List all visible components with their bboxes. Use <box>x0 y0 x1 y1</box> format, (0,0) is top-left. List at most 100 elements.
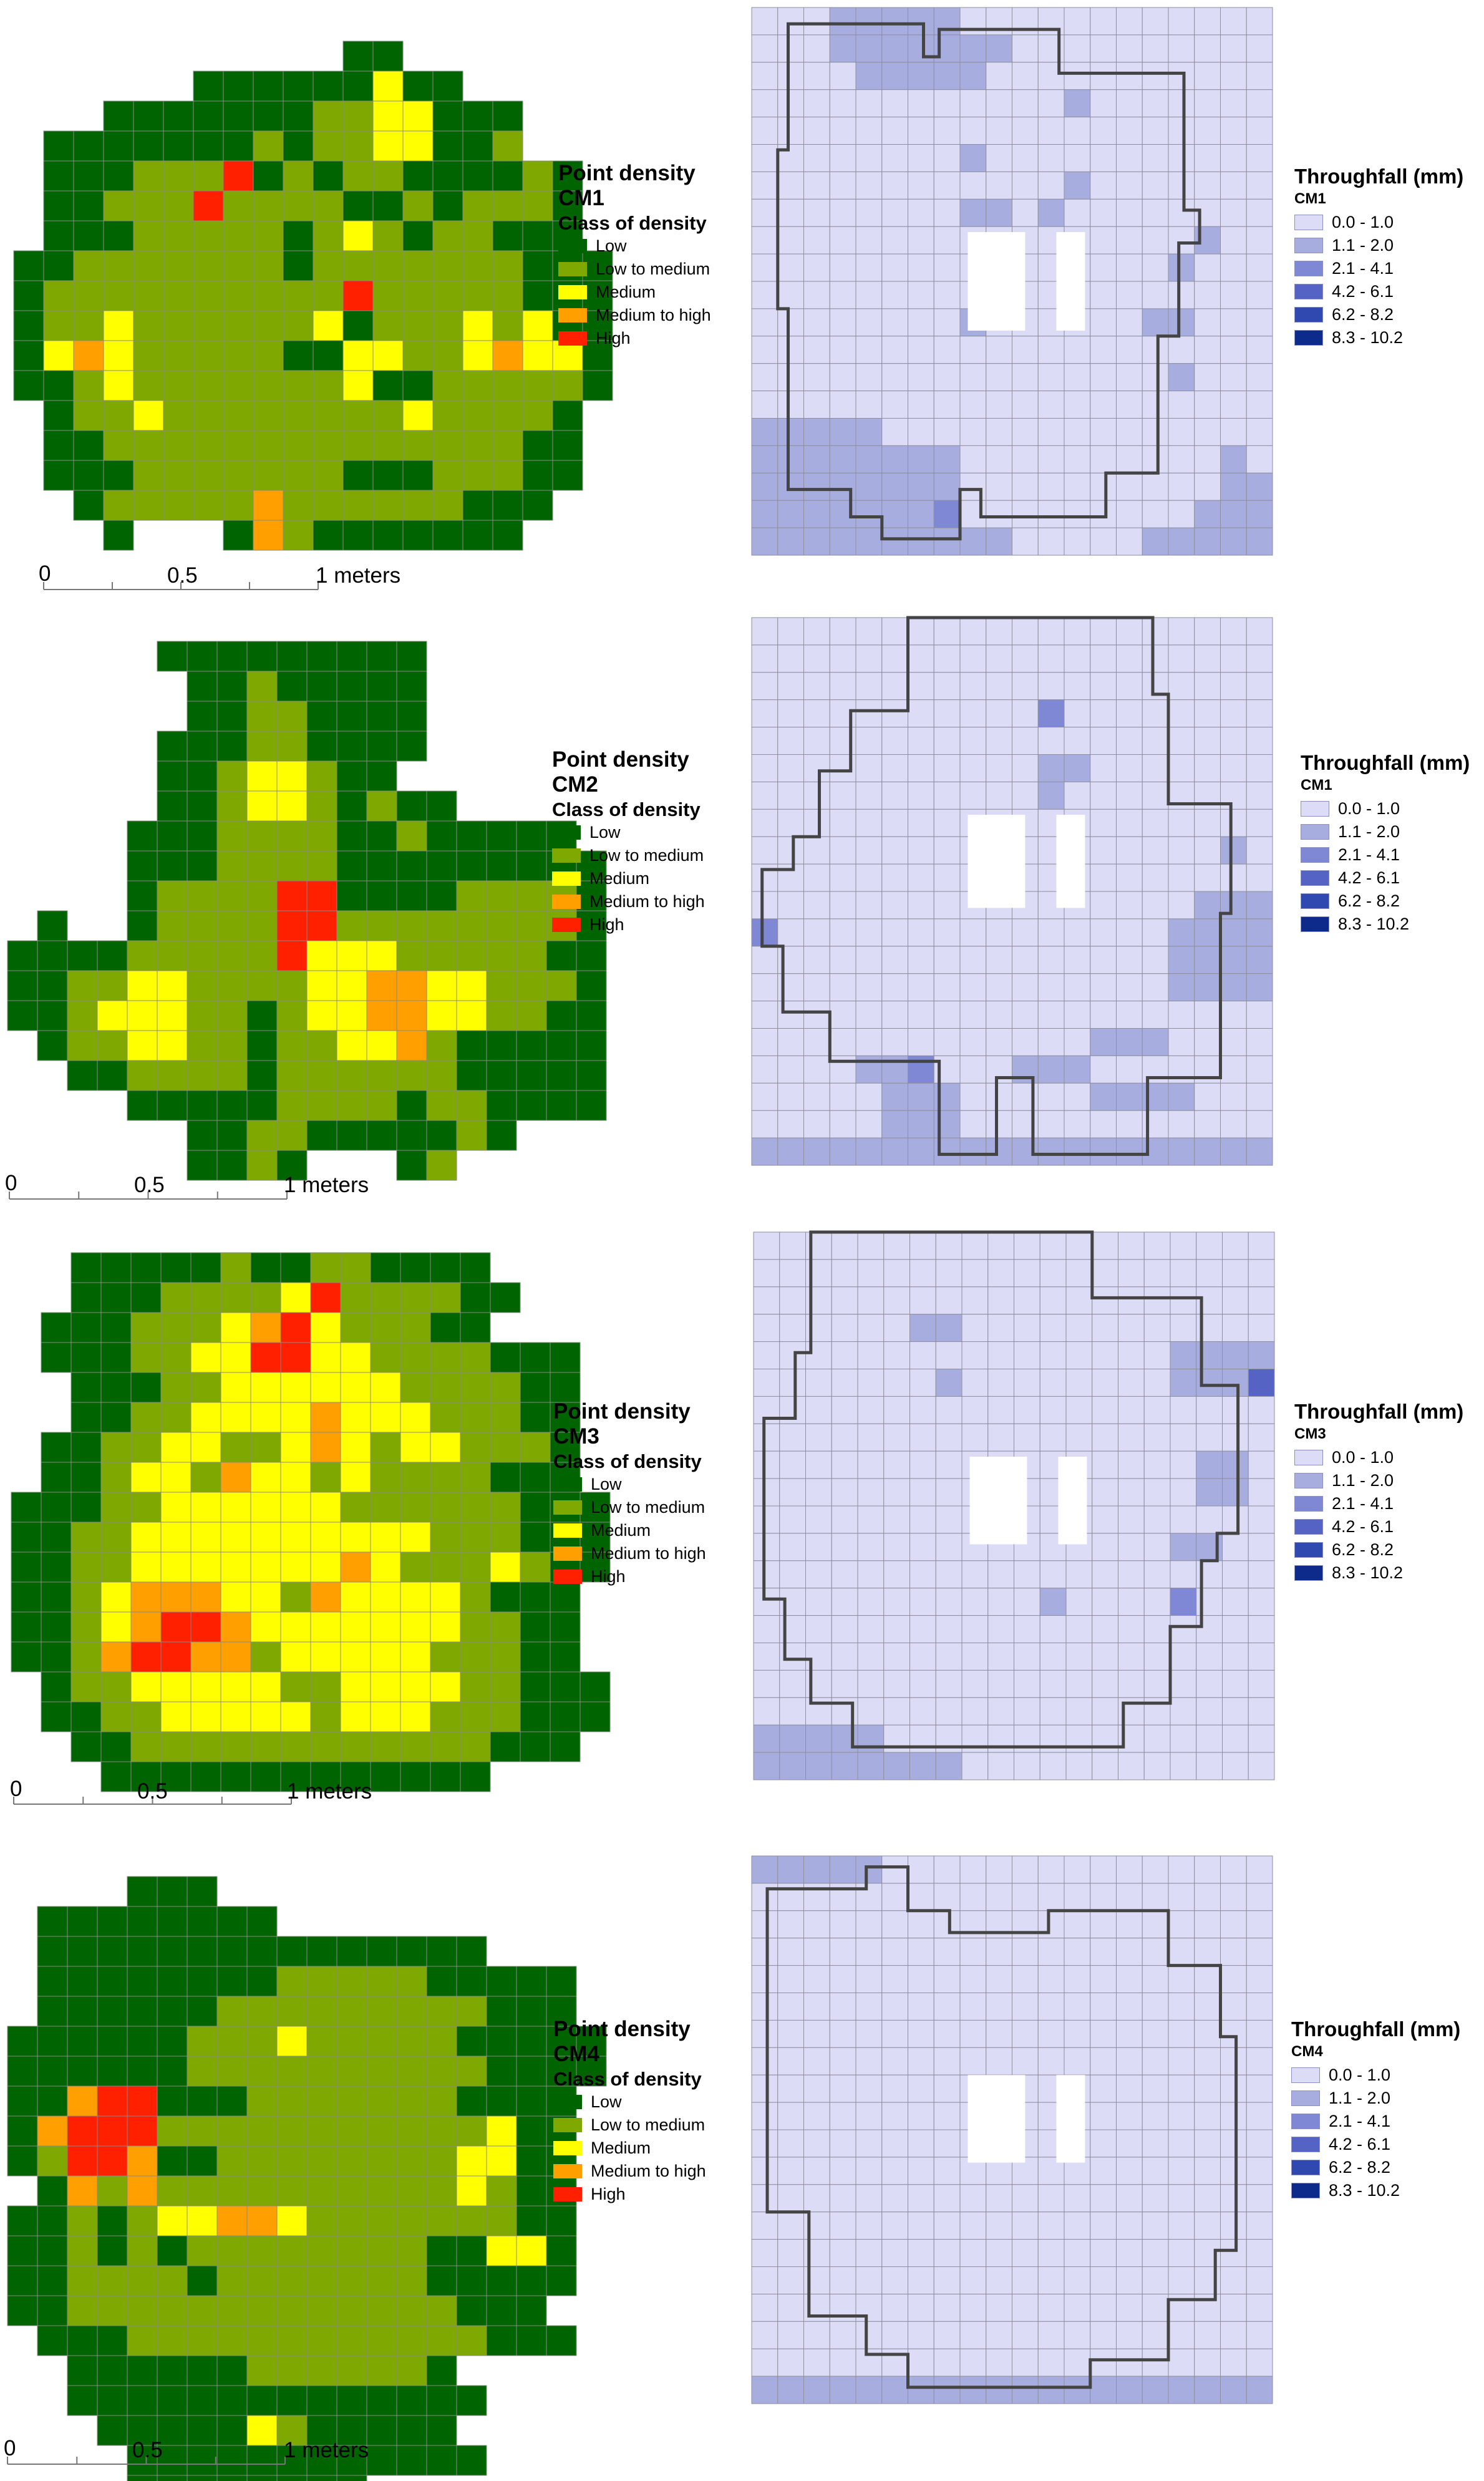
throughfall-legend-panel-label: CM3 <box>1294 1425 1326 1442</box>
density-cell <box>313 70 344 102</box>
throughfall-cell <box>829 2321 856 2349</box>
throughfall-cell <box>1222 1231 1249 1260</box>
throughfall-cell <box>779 1669 806 1698</box>
density-cell <box>396 2085 427 2117</box>
density-cell <box>520 1522 551 1553</box>
throughfall-cell <box>1116 1855 1143 1884</box>
throughfall-cell <box>1170 1669 1197 1698</box>
throughfall-cell <box>1246 781 1273 810</box>
density-cell <box>67 2056 98 2087</box>
throughfall-cell <box>1194 1965 1221 1994</box>
density-cell <box>430 1522 461 1553</box>
density-cell <box>97 2056 128 2087</box>
throughfall-cell <box>857 1341 885 1370</box>
density-cell <box>276 2145 308 2177</box>
density-cell <box>456 2325 487 2356</box>
density-cell <box>396 671 427 702</box>
throughfall-cell <box>881 1965 908 1994</box>
throughfall-swatch <box>1291 2182 1320 2198</box>
throughfall-cell <box>1116 2019 1143 2048</box>
throughfall-cell <box>933 500 961 528</box>
throughfall-cell <box>881 891 908 920</box>
density-cell <box>366 701 397 732</box>
throughfall-cell <box>1012 2376 1039 2404</box>
density-cell <box>43 280 74 311</box>
throughfall-cell <box>829 226 856 255</box>
throughfall-cell <box>935 1669 963 1698</box>
throughfall-cell <box>1090 2376 1117 2404</box>
throughfall-cell <box>1090 2102 1117 2130</box>
density-cell <box>306 2475 337 2481</box>
density-cell <box>276 2475 308 2481</box>
scale-label-half: 0.5 <box>132 2438 163 2462</box>
density-cell <box>157 2115 188 2147</box>
throughfall-cell <box>1168 918 1195 947</box>
density-cell <box>552 400 583 431</box>
throughfall-cell <box>1142 1910 1169 1939</box>
throughfall-cell <box>1246 1965 1273 1994</box>
throughfall-cell <box>751 2047 778 2076</box>
density-cell <box>246 2026 278 2057</box>
density-cell <box>366 2056 397 2087</box>
throughfall-cell <box>1168 2047 1195 2076</box>
throughfall-cell <box>855 198 883 227</box>
throughfall-cell <box>1064 1001 1091 1029</box>
throughfall-cell <box>1064 1082 1091 1111</box>
throughfall-cell <box>881 2239 908 2268</box>
throughfall-cell <box>935 1396 963 1424</box>
throughfall-cell <box>1037 699 1065 728</box>
density-cell <box>220 1312 251 1343</box>
throughfall-legend-title: Throughfall (mm) <box>1294 1400 1464 1423</box>
density-cell <box>313 340 344 371</box>
density-cell <box>340 1731 371 1762</box>
throughfall-cell <box>1090 699 1117 728</box>
throughfall-cell <box>829 34 856 63</box>
throughfall-cell <box>1143 1669 1171 1698</box>
throughfall-cell <box>881 2184 908 2213</box>
throughfall-cell <box>1220 281 1247 309</box>
throughfall-cell <box>1090 1055 1117 1084</box>
throughfall-cell <box>1246 2348 1273 2377</box>
density-cell <box>396 1060 427 1091</box>
throughfall-cell <box>1039 1314 1067 1342</box>
throughfall-cell <box>959 445 987 473</box>
density-cell <box>7 2265 38 2296</box>
throughfall-cell <box>961 1615 989 1644</box>
throughfall-cell <box>1194 1855 1221 1884</box>
throughfall-cell <box>1194 2348 1221 2377</box>
throughfall-cell <box>1090 918 1117 947</box>
throughfall-cell <box>829 918 856 947</box>
density-cell <box>336 2115 367 2147</box>
density-cell <box>522 310 553 341</box>
density-cell <box>216 1090 248 1121</box>
throughfall-cell <box>881 2321 908 2349</box>
throughfall-cell <box>935 1615 963 1644</box>
density-cell <box>190 1252 221 1283</box>
throughfall-cell <box>1037 2266 1065 2294</box>
throughfall-cell <box>908 699 934 728</box>
density-cell <box>37 2295 68 2326</box>
throughfall-cell <box>751 808 778 837</box>
throughfall-cell <box>1220 472 1247 501</box>
throughfall-class-label: 2.1 - 4.1 <box>1329 2111 1391 2130</box>
throughfall-cell <box>1196 1724 1223 1753</box>
density-cell <box>103 370 134 401</box>
throughfall-cell <box>753 1423 780 1452</box>
throughfall-cell <box>1116 1001 1143 1029</box>
throughfall-cell <box>1168 171 1195 200</box>
density-cell <box>187 1000 218 1031</box>
throughfall-legend-item: 1.1 - 2.0 <box>1294 234 1463 257</box>
throughfall-cell <box>909 1669 936 1698</box>
throughfall-cell <box>855 1110 883 1139</box>
density-cell <box>253 220 284 251</box>
density-cell <box>160 1312 192 1343</box>
throughfall-cell <box>1168 2266 1195 2294</box>
throughfall-cell <box>883 1341 910 1370</box>
canopy-outline <box>765 1865 1238 2389</box>
density-cell <box>253 160 284 192</box>
throughfall-cell <box>1012 171 1039 200</box>
density-cell <box>516 910 547 941</box>
throughfall-cell <box>1012 1965 1039 1994</box>
density-cell <box>430 1342 461 1373</box>
throughfall-cell <box>1194 171 1221 200</box>
